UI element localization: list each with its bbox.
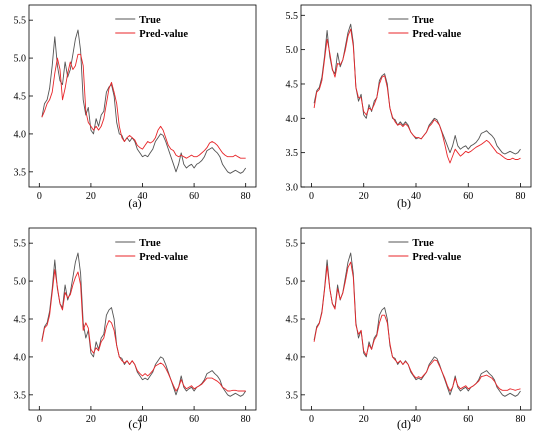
x-tick-label: 60 xyxy=(463,191,473,202)
x-tick-label: 40 xyxy=(138,414,148,425)
x-tick-label: 40 xyxy=(138,191,148,202)
y-tick-label: 5.5 xyxy=(286,11,299,22)
legend-label-pred-value: Pred-value xyxy=(412,252,461,263)
x-tick-label: 20 xyxy=(359,191,369,202)
y-tick-label: 5.0 xyxy=(14,277,27,288)
legend-label-pred-value: Pred-value xyxy=(139,29,188,40)
x-tick-label: 80 xyxy=(241,414,251,425)
series-line-pred-value xyxy=(313,261,521,392)
y-tick-label: 4.5 xyxy=(14,92,27,103)
series-line-true xyxy=(41,252,247,397)
chart-panel-b: 3.0 3.5 4.0 4.5 5.0 5.5 0 20 40 60 80 True Pred-valu… xyxy=(286,4,532,202)
y-tick-label: 5.0 xyxy=(286,277,299,288)
series-line-true xyxy=(313,252,521,397)
legend-label-true: True xyxy=(139,15,161,26)
y-tick-label: 3.5 xyxy=(14,390,27,401)
y-tick-label: 5.5 xyxy=(286,239,299,250)
x-tick-label: 80 xyxy=(241,191,251,202)
legend-label-true: True xyxy=(412,15,434,26)
y-tick-label: 5.0 xyxy=(14,54,27,65)
x-tick-label: 40 xyxy=(411,191,421,202)
y-tick-label: 5.5 xyxy=(14,239,27,250)
y-tick-label: 5.0 xyxy=(286,45,299,56)
series-line-true xyxy=(313,23,521,155)
x-tick-label: 0 xyxy=(309,191,314,202)
legend-label-true: True xyxy=(139,238,161,249)
y-tick-label: 3.5 xyxy=(286,148,299,159)
x-tick-label: 60 xyxy=(189,414,199,425)
x-tick-label: 80 xyxy=(516,414,526,425)
y-tick-label: 3.5 xyxy=(14,167,27,178)
panel-label-d: (d) xyxy=(397,417,411,431)
legend-label-pred-value: Pred-value xyxy=(139,252,188,263)
y-tick-label: 4.5 xyxy=(286,79,299,90)
x-tick-label: 20 xyxy=(86,414,96,425)
x-tick-label: 20 xyxy=(86,191,96,202)
series-line-pred-value xyxy=(41,269,246,392)
panel-label-a: (a) xyxy=(128,196,142,210)
y-tick-label: 4.5 xyxy=(14,315,27,326)
y-tick-label: 4.5 xyxy=(286,315,299,326)
x-tick-label: 80 xyxy=(516,191,526,202)
chart-panel-a: 3.5 4.0 4.5 5.0 5.5 0 20 40 60 80 True Pred-value xyxy=(14,4,257,202)
series-line-pred-value xyxy=(313,28,521,164)
legend-label-pred-value: Pred-value xyxy=(412,29,461,40)
chart-panel-c: 3.5 4.0 4.5 5.0 5.5 0 20 40 60 80 True Pred-value xyxy=(14,227,257,425)
y-tick-label: 4.0 xyxy=(14,352,27,363)
x-tick-label: 0 xyxy=(37,414,42,425)
panel-label-c: (c) xyxy=(128,417,142,431)
chart-panel-d: 3.5 4.0 4.5 5.0 5.5 0 20 40 60 80 True Pred-value xyxy=(286,227,532,425)
y-tick-label: 3.5 xyxy=(286,390,299,401)
x-tick-label: 0 xyxy=(309,414,314,425)
legend-label-true: True xyxy=(412,238,434,249)
x-tick-label: 20 xyxy=(359,414,369,425)
y-tick-label: 4.0 xyxy=(286,114,299,125)
y-tick-label: 4.0 xyxy=(286,352,299,363)
x-tick-label: 60 xyxy=(189,191,199,202)
y-tick-label: 3.0 xyxy=(286,183,299,194)
x-tick-label: 60 xyxy=(463,414,473,425)
series-line-true xyxy=(41,29,247,174)
y-tick-label: 4.0 xyxy=(14,129,27,140)
x-tick-label: 0 xyxy=(37,191,42,202)
x-tick-label: 40 xyxy=(411,414,421,425)
panel-label-b: (b) xyxy=(397,196,411,210)
y-tick-label: 5.5 xyxy=(14,16,27,27)
series-line-pred-value xyxy=(41,53,246,159)
